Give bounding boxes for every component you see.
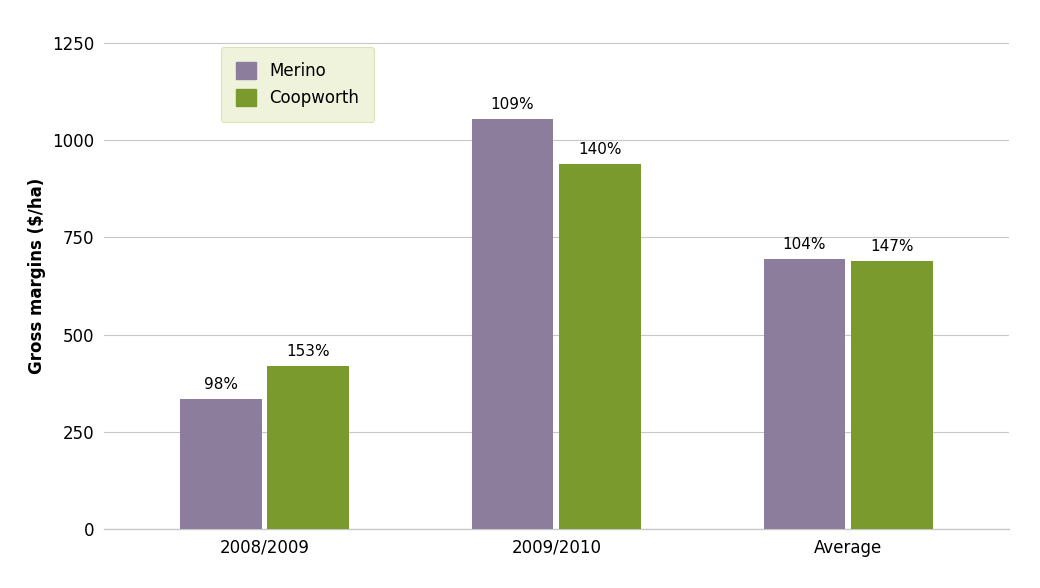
Text: 109%: 109% <box>491 97 535 112</box>
Legend: Merino, Coopworth: Merino, Coopworth <box>220 47 374 122</box>
Y-axis label: Gross margins ($/ha): Gross margins ($/ha) <box>28 178 47 375</box>
Bar <box>472 119 553 529</box>
Text: 153%: 153% <box>286 344 330 359</box>
Bar <box>763 259 846 529</box>
Text: 147%: 147% <box>870 239 914 254</box>
Text: 104%: 104% <box>783 237 826 252</box>
Bar <box>560 163 641 529</box>
Bar <box>267 366 349 529</box>
Bar <box>180 399 262 529</box>
Text: 98%: 98% <box>204 377 238 392</box>
Text: 140%: 140% <box>578 142 622 156</box>
Bar <box>851 261 933 529</box>
